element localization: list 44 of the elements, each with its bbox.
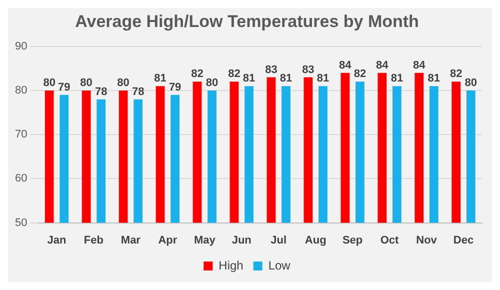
- legend-label: High: [218, 258, 244, 272]
- data-label: 81: [242, 72, 256, 85]
- x-tick-label: May: [194, 234, 216, 246]
- y-tick-label: 50: [14, 216, 28, 229]
- data-label: 84: [376, 59, 390, 72]
- data-label: 81: [428, 72, 440, 85]
- data-label: 80: [80, 77, 92, 90]
- y-tick-label: 60: [14, 172, 28, 185]
- data-label: 80: [206, 77, 218, 90]
- x-tick-label: Feb: [84, 234, 104, 246]
- data-label: 82: [191, 68, 204, 80]
- data-label: 78: [94, 86, 108, 98]
- x-tick-label: Dec: [453, 234, 474, 246]
- x-tick-label: Mar: [120, 234, 142, 246]
- x-tick-label: Jul: [270, 234, 287, 246]
- legend-label: Low: [268, 258, 291, 272]
- data-label: 80: [117, 77, 130, 90]
- x-tick-label: Aug: [304, 234, 326, 246]
- data-label: 81: [316, 72, 330, 85]
- chart-title: Average High/Low Temperatures by Month: [75, 12, 419, 31]
- data-label: 82: [354, 68, 366, 80]
- x-tick-label: Sep: [342, 234, 363, 246]
- data-label: 84: [339, 59, 352, 72]
- x-tick-label: Apr: [158, 234, 178, 246]
- data-label: 83: [265, 64, 278, 76]
- data-label: 82: [228, 68, 240, 80]
- y-tick-label: 70: [14, 128, 28, 141]
- data-label: 81: [390, 72, 404, 85]
- x-tick-label: Nov: [416, 234, 438, 246]
- y-tick-label: 80: [14, 84, 28, 97]
- x-tick-label: Jun: [232, 234, 252, 246]
- y-tick-label: 90: [14, 40, 28, 52]
- data-label: 81: [154, 72, 166, 85]
- data-label: 78: [132, 86, 144, 98]
- data-label: 83: [302, 64, 314, 76]
- x-tick-label: Jan: [47, 234, 66, 246]
- data-label: 80: [464, 77, 478, 90]
- x-tick-label: Oct: [380, 234, 400, 246]
- data-label: 80: [43, 77, 56, 90]
- data-label: 79: [58, 81, 70, 94]
- data-label: 82: [450, 68, 462, 80]
- data-label: 81: [280, 72, 292, 85]
- data-label: 84: [413, 59, 426, 72]
- data-label: 79: [168, 81, 182, 94]
